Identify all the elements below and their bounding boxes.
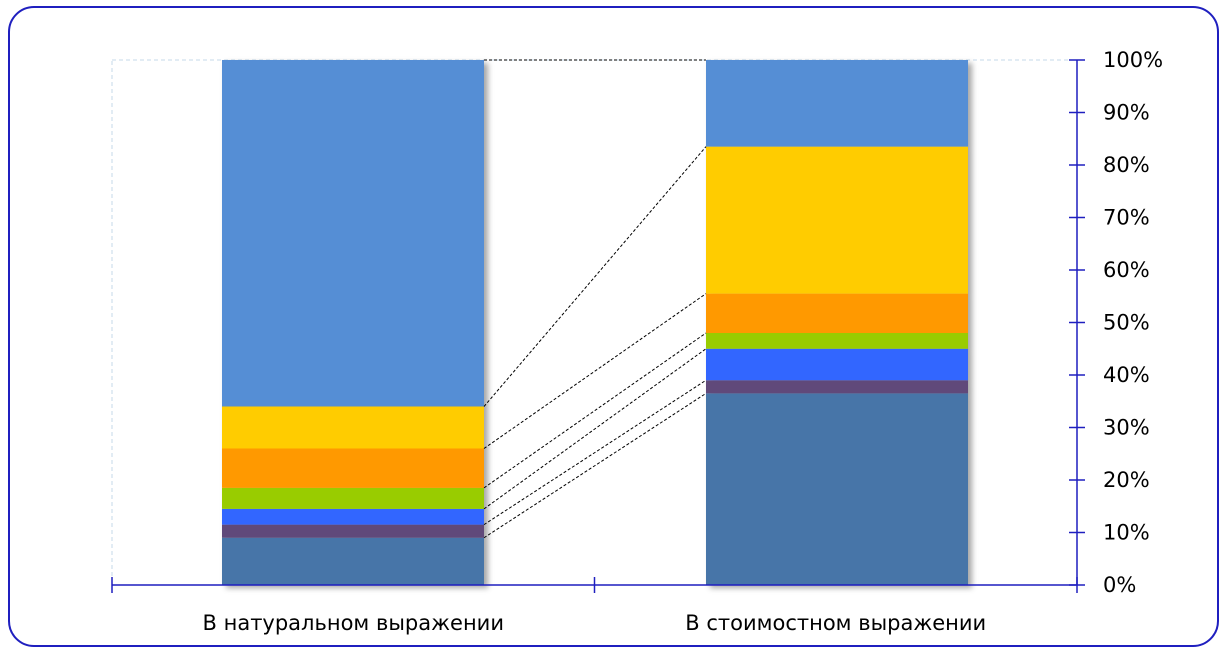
y-tick-label-6: 50%: [1103, 311, 1150, 335]
series-line-5: [484, 294, 706, 449]
bar-segment-2-5: [706, 294, 968, 333]
bar-segment-1-3: [222, 509, 484, 525]
series-lines-layer: [484, 60, 706, 538]
y-tick-label-9: 80%: [1103, 153, 1150, 177]
category-label-2: В стоимостном выражении: [685, 611, 986, 635]
bar-segment-1-2: [222, 525, 484, 538]
category-label-1: В натуральном выражении: [203, 611, 504, 635]
series-line-6: [484, 147, 706, 407]
y-tick-label-7: 60%: [1103, 258, 1150, 282]
bar-segment-2-1: [706, 393, 968, 585]
y-tick-label-11: 100%: [1103, 48, 1163, 72]
bar-segment-2-7: [706, 60, 968, 147]
bars-layer: [222, 60, 968, 585]
y-tick-label-2: 10%: [1103, 521, 1150, 545]
y-tick-label-3: 20%: [1103, 468, 1150, 492]
series-line-3: [484, 349, 706, 509]
stacked-bar-2: [706, 60, 968, 585]
series-line-1: [484, 393, 706, 537]
y-tick-label-5: 40%: [1103, 363, 1150, 387]
y-tick-label-4: 30%: [1103, 416, 1150, 440]
bar-segment-1-5: [222, 449, 484, 488]
bar-segment-2-6: [706, 147, 968, 294]
bar-segment-1-6: [222, 407, 484, 449]
stacked-bar-1: [222, 60, 484, 585]
bar-segment-2-2: [706, 380, 968, 393]
y-tick-label-10: 90%: [1103, 101, 1150, 125]
y-tick-label-8: 70%: [1103, 206, 1150, 230]
bar-segment-1-7: [222, 60, 484, 407]
bar-segment-2-4: [706, 333, 968, 349]
bar-segment-2-3: [706, 349, 968, 381]
series-line-4: [484, 333, 706, 488]
bar-segment-1-1: [222, 538, 484, 585]
y-tick-label-1: 0%: [1103, 573, 1136, 597]
series-line-2: [484, 380, 706, 524]
bar-segment-1-4: [222, 488, 484, 509]
